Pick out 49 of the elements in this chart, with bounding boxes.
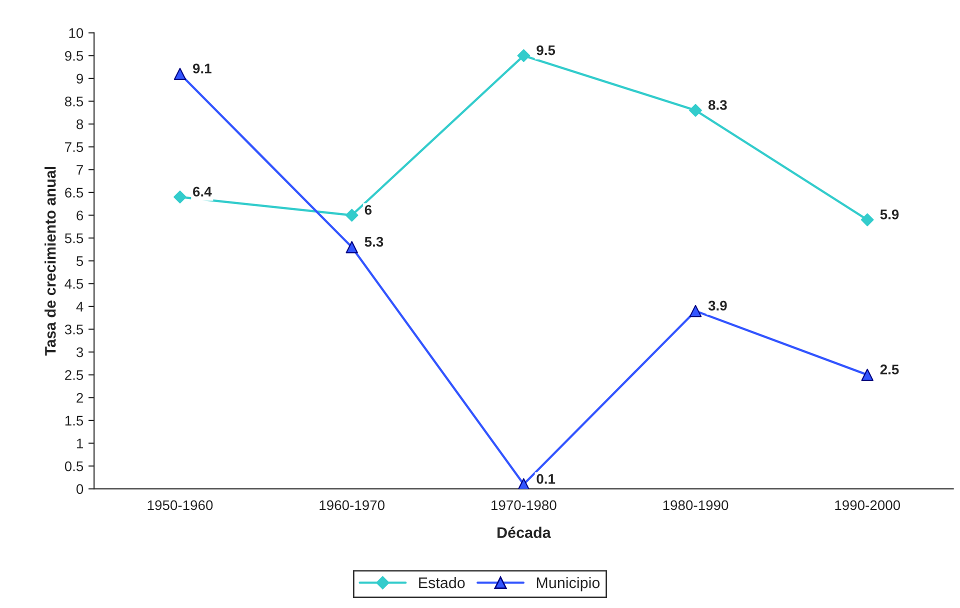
y-tick-label: 10 <box>69 28 84 38</box>
y-tick-label: 5.5 <box>64 234 84 244</box>
x-tick-label: 1950-1960 <box>148 500 213 510</box>
y-tick-label: 2.5 <box>65 370 84 380</box>
point <box>861 368 874 381</box>
y-tick-label: 9 <box>76 74 84 84</box>
y-tick-label: 4.5 <box>64 279 84 289</box>
point <box>174 68 186 80</box>
point <box>346 241 358 254</box>
x-tick-label: 1980-1990 <box>663 500 728 510</box>
data-label: 6.4 <box>193 186 212 197</box>
legend-label: Estado <box>419 576 465 588</box>
legend-label: Municipio <box>536 576 600 592</box>
x-tick-label: 1970-1980 <box>492 500 556 510</box>
y-tick-label: 1 <box>77 438 83 448</box>
data-label: 2.5 <box>880 364 899 374</box>
y-tick-label: 6.5 <box>65 188 84 198</box>
point <box>345 208 358 222</box>
y-tick-label: 5 <box>76 256 84 266</box>
data-label: 6 <box>364 204 372 215</box>
data-label: 8.3 <box>708 100 727 110</box>
y-tick-label: 7 <box>76 165 83 175</box>
y-tick-label: 0.5 <box>64 461 84 472</box>
x-tick-label: 1990-2000 <box>835 500 900 510</box>
point <box>689 104 702 117</box>
y-tick-label: 3 <box>76 347 84 358</box>
y-tick-label: 8.5 <box>64 96 84 106</box>
y-tick-label: 6 <box>76 210 84 220</box>
y-tick-label: 1.5 <box>65 416 84 426</box>
data-label: 9.5 <box>536 45 556 56</box>
y-tick-label: 0 <box>76 484 84 494</box>
y-tick-label: 3.5 <box>64 324 84 334</box>
y-axis-title: Tasa de crecimiento anual <box>44 166 56 356</box>
y-tick-label: 7.5 <box>65 142 84 152</box>
data-label: 5.9 <box>880 210 899 220</box>
point <box>517 49 530 62</box>
data-label: 3.9 <box>708 300 727 311</box>
y-tick-label: 2 <box>76 392 83 403</box>
point <box>860 213 874 226</box>
data-label: 5.3 <box>364 236 384 247</box>
data-label: 0.1 <box>536 474 556 484</box>
x-tick-label: 1960-1970 <box>320 500 385 510</box>
y-tick-label: 8 <box>76 119 84 130</box>
point <box>174 190 186 204</box>
point <box>689 304 702 318</box>
y-tick-label: 4 <box>76 302 84 312</box>
x-axis-title: Década <box>498 526 551 538</box>
data-label: 9.1 <box>192 64 212 74</box>
y-tick-label: 9.5 <box>65 50 84 61</box>
